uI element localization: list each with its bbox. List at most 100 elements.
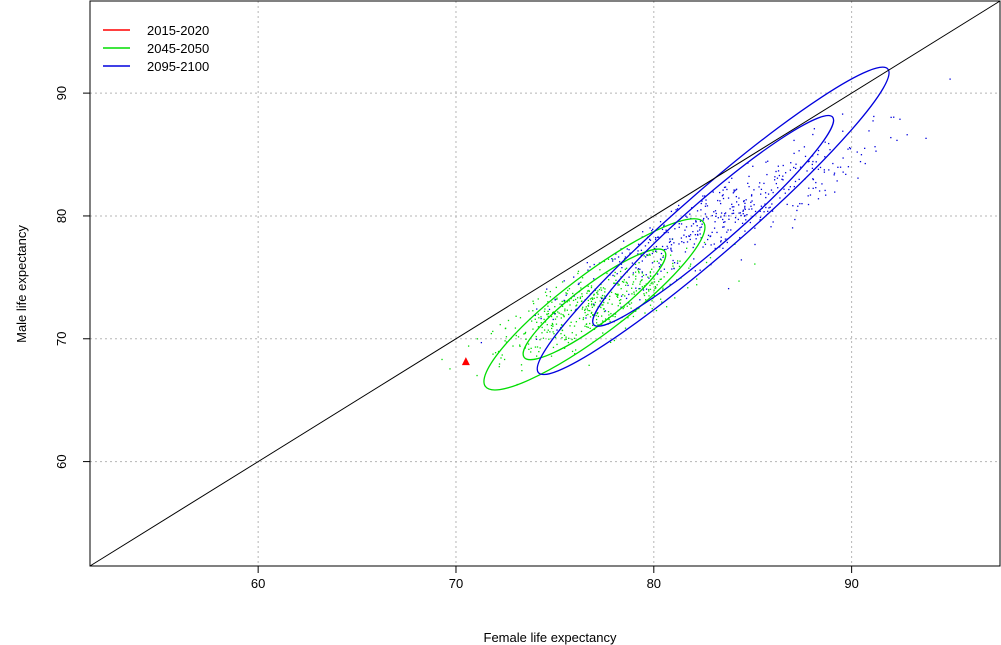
- scatter-point: [665, 229, 667, 231]
- scatter-point: [628, 276, 630, 278]
- scatter-point: [809, 194, 812, 196]
- scatter-point: [608, 298, 611, 301]
- scatter-point: [700, 209, 702, 211]
- scatter-point: [752, 165, 754, 167]
- scatter-point: [860, 154, 863, 156]
- scatter-point: [717, 199, 719, 202]
- scatter-point: [726, 241, 728, 244]
- scatter-point: [653, 281, 656, 283]
- scatter-point: [655, 250, 657, 252]
- scatter-point: [648, 277, 650, 279]
- scatter-point: [661, 228, 664, 231]
- x-tick-label: 70: [449, 576, 463, 591]
- scatter-point: [504, 327, 507, 329]
- scatter-point: [640, 279, 642, 282]
- scatter-point: [782, 179, 784, 181]
- scatter-point: [791, 227, 794, 229]
- scatter-point: [573, 276, 575, 278]
- scatter-point: [581, 293, 583, 295]
- scatter-point: [764, 192, 767, 194]
- scatter-point: [799, 202, 801, 205]
- scatter-point: [726, 188, 728, 191]
- scatter-point: [759, 182, 761, 184]
- scatter-point: [744, 207, 746, 209]
- scatter-point: [613, 275, 616, 277]
- scatter-point: [707, 218, 709, 220]
- scatter-point: [589, 316, 592, 318]
- scatter-point: [808, 160, 810, 162]
- scatter-point: [595, 318, 598, 321]
- scatter-point: [832, 162, 834, 165]
- scatter-point: [817, 153, 819, 156]
- scatter-point: [476, 338, 479, 340]
- scatter-point: [608, 318, 610, 321]
- scatter-point: [874, 146, 876, 148]
- scatter-point: [600, 306, 602, 309]
- scatter-point: [640, 249, 643, 251]
- scatter-point: [653, 247, 655, 250]
- scatter-point: [742, 213, 744, 215]
- scatter-point: [645, 292, 648, 294]
- scatter-point: [600, 296, 602, 299]
- scatter-point: [678, 204, 680, 207]
- scatter-point: [588, 302, 590, 305]
- scatter-point: [568, 300, 570, 302]
- scatter-point: [669, 238, 671, 240]
- scatter-point: [848, 147, 851, 149]
- scatter-point: [580, 281, 582, 283]
- scatter-point: [527, 343, 530, 345]
- scatter-point: [812, 160, 814, 163]
- y-tick-label: 80: [54, 209, 69, 223]
- scatter-point: [701, 223, 703, 225]
- scatter-point: [649, 275, 652, 278]
- scatter-point: [597, 315, 600, 318]
- scatter-point: [807, 195, 809, 197]
- scatter-point: [661, 245, 664, 248]
- scatter-point: [834, 191, 836, 193]
- scatter-point: [567, 289, 569, 292]
- scatter-point: [734, 217, 737, 219]
- scatter-point: [734, 221, 736, 223]
- scatter-point: [704, 243, 707, 245]
- scatter-point: [732, 192, 735, 194]
- scatter-point: [587, 313, 589, 316]
- scatter-point: [600, 289, 603, 291]
- scatter-point: [602, 287, 605, 289]
- scatter-point: [713, 211, 715, 213]
- scatter-point: [750, 201, 752, 204]
- scatter-point: [547, 329, 549, 331]
- scatter-point: [836, 180, 838, 182]
- scatter-point: [696, 284, 698, 286]
- scatter-point: [603, 295, 606, 297]
- scatter-point: [536, 346, 539, 348]
- scatter-point: [575, 334, 577, 336]
- scatter-point: [585, 323, 588, 325]
- scatter-point: [501, 354, 503, 356]
- scatter-point: [769, 206, 771, 208]
- scatter-point: [803, 146, 806, 148]
- scatter-point: [649, 253, 651, 256]
- scatter-point: [635, 275, 637, 277]
- scatter-point: [654, 237, 657, 239]
- diagonal-line: [89, 0, 1001, 567]
- scatter-point: [632, 274, 634, 276]
- scatter-point: [620, 276, 622, 278]
- scatter-point: [589, 327, 591, 330]
- scatter-point: [617, 282, 619, 285]
- scatter-point: [624, 268, 627, 270]
- scatter-point: [552, 312, 554, 314]
- scatter-point: [654, 287, 656, 290]
- scatter-point: [683, 234, 685, 236]
- scatter-point: [565, 292, 567, 294]
- scatter-point: [649, 254, 651, 256]
- scatter-point: [735, 195, 738, 198]
- scatter-point: [512, 345, 514, 347]
- scatter-point: [557, 311, 559, 313]
- scatter-point: [613, 339, 616, 342]
- legend-label: 2045-2050: [147, 41, 209, 56]
- scatter-point: [651, 268, 653, 270]
- scatter-point: [620, 295, 623, 297]
- scatter-point: [724, 212, 727, 214]
- scatter-point: [637, 253, 639, 255]
- scatter-point: [498, 365, 500, 368]
